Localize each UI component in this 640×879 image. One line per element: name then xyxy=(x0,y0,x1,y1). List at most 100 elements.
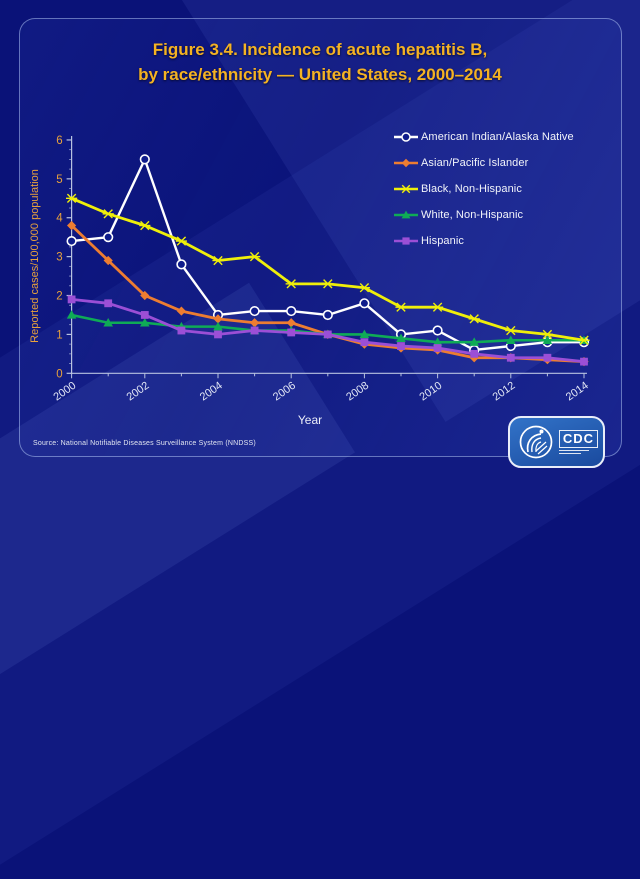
diamond-marker xyxy=(103,255,113,266)
star-marker xyxy=(175,236,187,246)
square-marker xyxy=(287,328,296,337)
cdc-logo-text: CDC xyxy=(558,430,599,448)
star-marker xyxy=(401,184,411,194)
square-marker xyxy=(402,237,410,245)
y-tick-label: 4 xyxy=(56,213,63,225)
star-marker xyxy=(285,279,297,289)
star-marker xyxy=(395,302,407,312)
triangle-marker xyxy=(140,317,150,327)
star-marker xyxy=(102,209,114,219)
x-tick-label: 2004 xyxy=(198,380,225,404)
circle-open-marker xyxy=(401,132,411,142)
diamond-marker xyxy=(250,318,260,328)
slide-frame xyxy=(19,18,622,457)
star-marker xyxy=(358,283,370,293)
legend-item-label: Asian/Pacific Islander xyxy=(421,157,529,169)
legend-item-label: Hispanic xyxy=(421,235,464,247)
square-marker xyxy=(433,344,442,352)
triangle-marker xyxy=(469,337,479,346)
circle-open-marker xyxy=(432,325,443,336)
square-marker xyxy=(104,299,113,308)
star-marker xyxy=(322,279,334,289)
series-hispanic xyxy=(67,295,588,366)
chart-legend: American Indian/Alaska Native Asian/Pacif… xyxy=(393,131,574,261)
circle-open-marker xyxy=(286,305,297,317)
legend-marker-icon xyxy=(394,184,418,194)
square-marker xyxy=(470,349,479,358)
diamond-marker xyxy=(286,318,296,328)
square-marker xyxy=(323,330,332,339)
title-line-1: Figure 3.4. Incidence of acute hepatitis… xyxy=(152,40,488,59)
square-marker xyxy=(506,353,515,362)
legend-marker-icon xyxy=(394,210,418,219)
legend-item: White, Non-Hispanic xyxy=(393,209,574,221)
square-marker xyxy=(177,326,186,335)
cdc-logo-block: CDC xyxy=(558,430,599,454)
x-axis-label: Year xyxy=(298,413,322,427)
cdc-logo-line xyxy=(558,453,581,454)
legend-marker-icon xyxy=(394,237,418,245)
circle-open-marker xyxy=(249,305,260,317)
circle-open-marker xyxy=(139,154,150,165)
legend-item-label: American Indian/Alaska Native xyxy=(421,131,574,143)
diamond-marker xyxy=(67,220,77,231)
legend-item: American Indian/Alaska Native xyxy=(393,131,574,143)
triangle-marker xyxy=(359,329,370,339)
page-title: Figure 3.4. Incidence of acute hepatitis… xyxy=(20,37,620,87)
hhs-eagle-icon xyxy=(519,425,553,459)
circle-open-marker xyxy=(359,298,370,309)
square-marker xyxy=(140,311,149,319)
legend-marker-icon xyxy=(394,158,418,168)
star-marker xyxy=(541,329,554,340)
x-tick-label: 2014 xyxy=(564,380,591,404)
slide: { "slide": { "title_line1": "Figure 3.4.… xyxy=(0,0,640,718)
legend-item-label: White, Non-Hispanic xyxy=(421,209,524,221)
circle-open-marker xyxy=(176,259,187,270)
triangle-marker xyxy=(542,335,553,344)
circle-open-marker xyxy=(66,235,77,247)
triangle-marker xyxy=(103,317,113,327)
square-marker xyxy=(397,342,405,350)
square-marker xyxy=(67,295,76,304)
star-marker xyxy=(578,335,590,345)
legend-item: Hispanic xyxy=(393,235,574,247)
y-tick-label: 6 xyxy=(56,135,62,147)
square-marker xyxy=(214,330,222,339)
star-marker xyxy=(468,314,480,324)
x-tick-label: 2012 xyxy=(491,380,518,404)
star-marker xyxy=(505,325,517,336)
y-tick-label: 1 xyxy=(56,329,62,341)
star-marker xyxy=(249,251,261,262)
square-marker xyxy=(250,326,259,335)
circle-open-marker xyxy=(103,232,114,243)
x-tick-label: 2002 xyxy=(125,380,152,404)
y-tick-label: 2 xyxy=(56,291,62,303)
title-line-2: by race/ethnicity — United States, 2000–… xyxy=(138,65,502,84)
triangle-marker xyxy=(213,321,223,331)
legend-item-label: Black, Non-Hispanic xyxy=(421,183,522,195)
triangle-marker xyxy=(396,333,406,342)
series-american-indian-alaska-native xyxy=(66,154,590,356)
star-marker xyxy=(212,255,224,266)
y-axis-label: Reported cases/100,000 population xyxy=(29,169,41,343)
legend-item: Asian/Pacific Islander xyxy=(393,157,574,169)
square-marker xyxy=(360,338,369,347)
legend-item: Black, Non-Hispanic xyxy=(393,183,574,195)
square-marker xyxy=(580,357,588,366)
y-axis-ticks: 0 1 2 3 4 5 6 xyxy=(56,135,72,380)
diamond-marker xyxy=(176,306,186,316)
legend-marker-icon xyxy=(394,132,418,142)
square-marker xyxy=(543,353,552,362)
x-axis-ticks: 2000 2002 2004 2006 2008 2010 2012 2014 xyxy=(51,373,591,404)
triangle-marker xyxy=(506,335,516,344)
star-marker xyxy=(432,302,444,312)
source-note: Source: National Notifiable Diseases Sur… xyxy=(33,440,256,447)
diamond-marker xyxy=(401,158,411,168)
y-tick-label: 5 xyxy=(56,174,62,186)
star-marker xyxy=(139,220,151,231)
triangle-marker xyxy=(66,310,77,319)
cdc-logo-line xyxy=(558,450,589,451)
x-tick-label: 2006 xyxy=(271,380,298,404)
series-black-non-hispanic xyxy=(65,193,590,345)
diamond-marker xyxy=(140,290,150,301)
